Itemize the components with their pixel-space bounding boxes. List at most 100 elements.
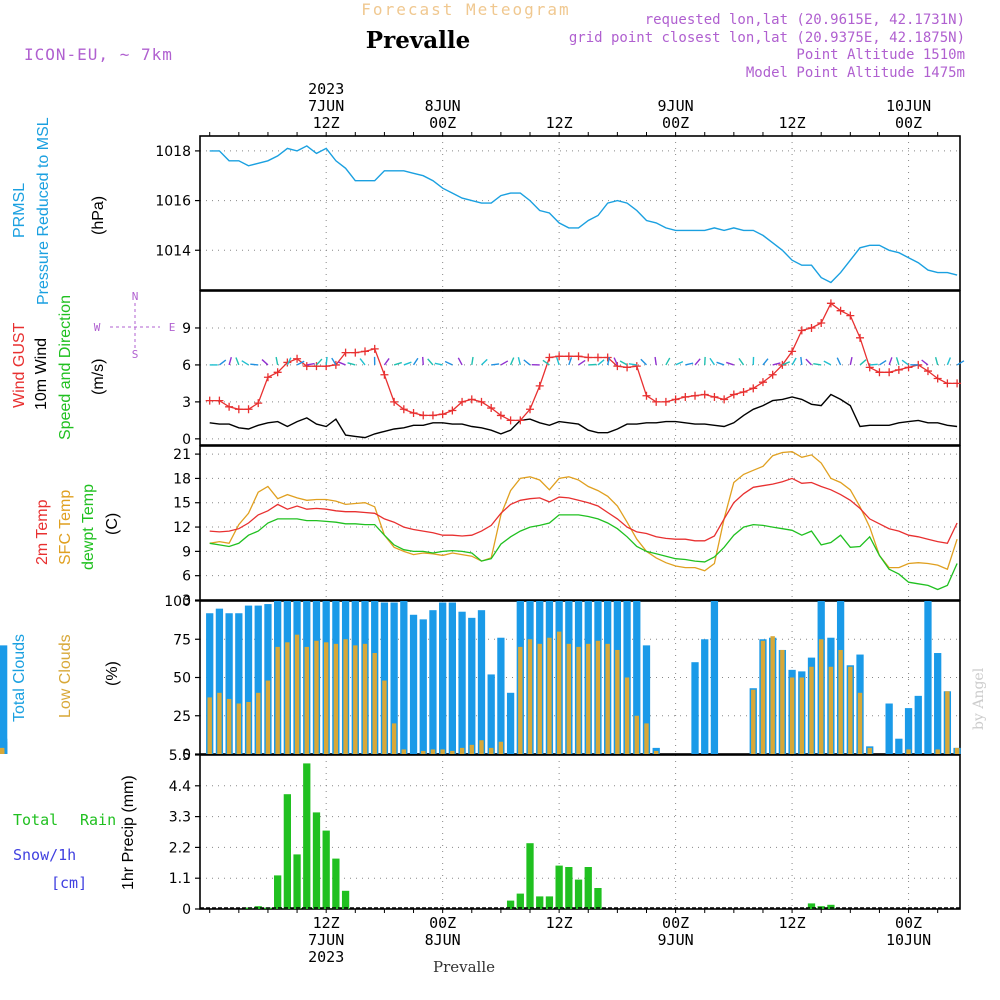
low-cloud-bar — [867, 747, 872, 754]
y-tick-label: 6 — [182, 358, 191, 374]
low-cloud-bar — [780, 649, 785, 754]
y-tick-label: 21 — [173, 447, 191, 463]
station-title: Prevalle — [366, 27, 470, 54]
gust-marker — [331, 360, 340, 369]
wind-arrow — [523, 359, 531, 366]
gust-marker — [749, 384, 758, 393]
y-tick-label: 5.5 — [169, 748, 191, 764]
wind-arrow — [813, 362, 822, 366]
panel-wind: 0 3 6 9 — [182, 290, 961, 448]
y-tick-label: 2.2 — [169, 840, 191, 856]
gust-marker — [933, 374, 942, 383]
rain-bar — [526, 843, 534, 909]
low-cloud-bar — [838, 649, 843, 754]
wind-10m-label: 10m Wind — [33, 338, 50, 410]
total-cloud-bar — [633, 601, 641, 754]
gust-marker — [953, 379, 962, 388]
total-cloud-bar — [924, 601, 932, 754]
wind-arrow — [895, 357, 900, 366]
low-cloud-bar — [809, 666, 814, 754]
precip-rain-label: Rain — [80, 811, 116, 829]
total-cloud-bar — [380, 602, 389, 754]
gust-marker — [807, 323, 816, 332]
compass-n: N — [132, 290, 139, 303]
y-tick-label: 50 — [173, 671, 191, 687]
pressure-label-2: Pressure Reduced to MSL — [35, 117, 52, 305]
gust-marker — [283, 358, 292, 367]
wind-arrow — [946, 357, 952, 366]
compass-s: S — [132, 348, 139, 361]
low-cloud-bar — [789, 677, 795, 754]
gust-marker — [846, 311, 855, 320]
low-cloud-bar — [459, 747, 465, 754]
total-cloud-bar — [409, 614, 418, 754]
pressure-label-1: PRMSL — [11, 183, 28, 238]
low-cloud-bar — [547, 637, 552, 754]
low-cloud-bar — [624, 677, 630, 754]
model-label: ICON-EU, ~ 7km — [24, 45, 173, 64]
wind-arrow — [306, 362, 315, 366]
gust-marker — [225, 402, 234, 411]
low-cloud-bar — [246, 701, 251, 754]
wind-arrow — [597, 359, 605, 366]
y-tick-label: 1014 — [155, 243, 191, 259]
gust-marker — [215, 396, 224, 405]
low-cloud-bar — [362, 643, 368, 754]
wind-arrow — [640, 358, 647, 366]
low-cloud-bar — [760, 640, 766, 754]
compass-e: E — [169, 321, 176, 334]
panel-pressure: 1014 1016 1018 — [155, 135, 961, 291]
wind-gust-label: Wind GUST — [11, 322, 28, 408]
wind-arrow — [628, 363, 637, 366]
low-cloud-bar — [372, 653, 377, 754]
low-cloud-bar — [605, 643, 610, 754]
low-cloud-bar — [343, 639, 348, 754]
dewpt-label: dewpt Temp — [80, 484, 97, 570]
total-cloud-bar — [439, 602, 447, 754]
wind-arrow — [383, 358, 390, 366]
panel-frame — [199, 445, 961, 601]
wind-arrow — [805, 358, 812, 366]
low-cloud-bar — [644, 723, 649, 754]
low-cloud-bar — [226, 698, 232, 754]
total-cloud-bar — [506, 692, 515, 754]
y-tick-label: 12 — [173, 520, 191, 536]
gust-marker — [467, 395, 476, 404]
total-cloud-bar — [419, 619, 427, 754]
low-cloud-bar — [828, 666, 834, 754]
wind-arrow — [359, 358, 366, 366]
wind-speed-dir-label: Speed and Direction — [57, 295, 74, 440]
rain-bar — [807, 903, 816, 909]
gust-marker — [496, 411, 505, 420]
wind-arrow — [347, 362, 356, 366]
gust-marker — [448, 406, 457, 415]
low-cloud-bar — [819, 639, 824, 754]
wind-unit: (m/s) — [90, 359, 107, 395]
gust-marker — [632, 362, 641, 371]
watermark: by Angel — [971, 667, 987, 730]
panel-temp: 3 6 9 12 15 18 21 — [173, 445, 961, 609]
gust-marker — [555, 352, 564, 361]
panel-frame — [199, 290, 961, 446]
y-tick-label: 0 — [182, 747, 191, 763]
low-cloud-bar — [654, 750, 659, 754]
bottom-time-label: 00Z — [429, 914, 456, 932]
y-tick-label: 18 — [173, 471, 191, 487]
wind-arrow — [315, 358, 323, 366]
gust-marker — [943, 379, 952, 388]
gust-marker — [351, 348, 360, 357]
low-cloud-bar — [421, 750, 426, 754]
gust-marker — [428, 411, 437, 420]
y-tick-label: 3.3 — [169, 810, 191, 826]
top-time-label: 8JUN — [425, 97, 461, 115]
low-cloud-bar — [323, 642, 329, 754]
gust-marker — [399, 405, 408, 414]
wind-arrow — [444, 360, 453, 366]
y-tick-label: 6 — [182, 569, 191, 585]
wind-arrow — [296, 360, 305, 366]
total-cloud-bar — [468, 617, 476, 754]
gust-marker — [788, 347, 797, 356]
bottom-time-label: 7JUN — [308, 931, 344, 949]
rain-bar — [506, 900, 515, 909]
pressure-line — [209, 145, 958, 284]
